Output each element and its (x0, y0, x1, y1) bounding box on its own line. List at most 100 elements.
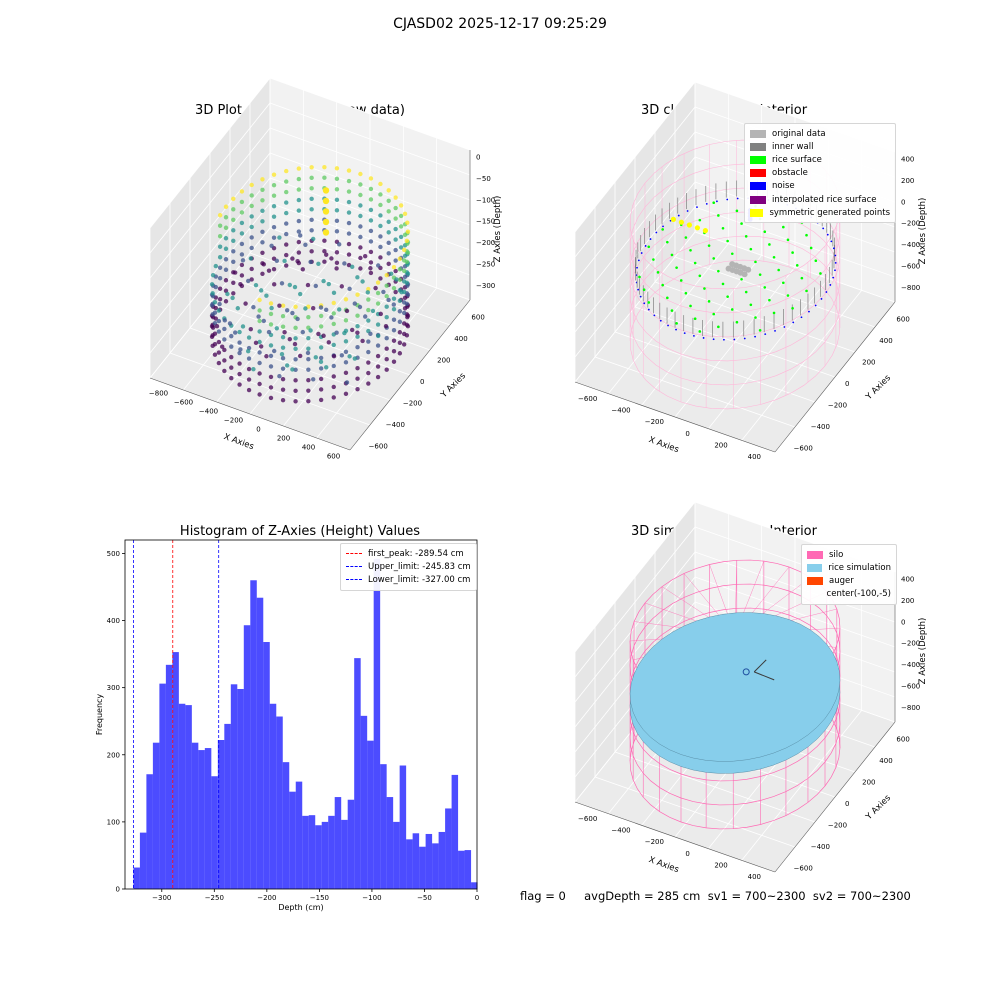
legend-line-swatch (346, 579, 362, 581)
raw-wall-point (398, 213, 404, 219)
raw-wall-point (246, 387, 252, 393)
classify-rice-point (684, 291, 688, 295)
raw-wall-point (268, 353, 274, 359)
raw-wall-point (284, 200, 289, 205)
legend-label: rice simulation (828, 562, 891, 573)
raw-wall-point (318, 376, 324, 382)
classify-rice-point (730, 252, 734, 256)
raw-wall-point (239, 241, 245, 247)
raw-wall-point (212, 331, 218, 336)
raw-surface-point (220, 344, 225, 349)
histogram-y-tick-label: 100 (107, 818, 120, 826)
raw-wall-point (368, 260, 374, 265)
classify-axis-line (574, 381, 776, 453)
sim-y-tick-label: 200 (862, 779, 875, 787)
raw-wall-point (216, 339, 222, 345)
classify-y-tick-label: −600 (794, 444, 813, 452)
classify-x-tick-label: −400 (611, 407, 630, 415)
histogram-bar (386, 797, 394, 889)
raw-wall-point (271, 203, 277, 209)
sim-x-tick-label: −400 (611, 827, 630, 835)
raw-gridline (149, 102, 271, 254)
sim-x-label: X Axies (647, 855, 680, 875)
classify-noise-point (659, 319, 662, 322)
raw-surface-point (282, 330, 287, 335)
histogram-bar (230, 684, 238, 889)
raw-wall-point (280, 397, 286, 403)
classify-rice-point (782, 281, 785, 285)
raw-y-tick-label: −400 (386, 421, 405, 429)
sim-axis-line (774, 721, 896, 873)
raw-wall-point (257, 371, 262, 376)
raw-wall-point (237, 329, 242, 335)
classify-rice-point (800, 276, 804, 280)
histogram-bar (347, 799, 355, 889)
raw-surface-point (311, 236, 316, 242)
raw-wall-point (384, 357, 389, 362)
raw-wall-point (309, 175, 314, 181)
classify-y-tick-label: 0 (845, 380, 849, 388)
classify-noise-point (677, 214, 680, 217)
raw-surface-point (337, 242, 342, 247)
raw-wall-point (318, 355, 324, 361)
classify-rice-point (754, 316, 757, 319)
legend-swatch (750, 182, 766, 191)
raw-wall-point (391, 286, 397, 291)
classify-rice-point (735, 209, 739, 213)
raw-wall-point (222, 337, 227, 342)
raw-wall-point (334, 250, 340, 255)
sim-z-tick-label: 200 (901, 597, 914, 605)
raw-wall-point (358, 234, 363, 240)
raw-surface-point (279, 352, 285, 357)
raw-wall-point (284, 252, 289, 258)
raw-surface-point (269, 305, 274, 311)
sim-y-label: Y Axies (863, 793, 893, 823)
legend-swatch (750, 169, 766, 178)
classify-rice-point (768, 298, 771, 302)
raw-y-tick-label: 600 (471, 314, 484, 322)
raw-wall-point (217, 276, 223, 281)
histogram-plot: −300 −250 −200 −150 −100 −50 0 0 100 200 300 400 500… (95, 539, 479, 912)
classify-noise-point (705, 202, 708, 205)
raw-wall-point (268, 395, 274, 401)
sim-axis-line (574, 801, 776, 873)
raw-surface-point (391, 302, 396, 307)
classify-rice-point (740, 277, 743, 281)
raw-wall-point (358, 255, 363, 261)
classify-rice-point (703, 287, 706, 290)
classify-x-tick-label: 200 (714, 442, 727, 450)
raw-wall-point (355, 292, 360, 297)
raw-wall-point (249, 214, 254, 219)
raw-surface-point (337, 307, 342, 312)
raw-wall-point (268, 364, 274, 369)
classify-rice-point (777, 268, 780, 272)
raw-wall-point (268, 343, 274, 348)
raw-surface-point (238, 347, 243, 352)
raw-surface-point (363, 314, 368, 319)
sim-x-tick-label: −200 (645, 838, 664, 846)
classify-noise-point (800, 316, 803, 319)
sim-y-tick-label: 600 (896, 736, 909, 744)
raw-surface-point (277, 235, 282, 240)
classify-rice-point (656, 271, 660, 274)
raw-wall-point (398, 224, 404, 229)
raw-wall-point (216, 360, 222, 366)
raw-wall-point (239, 210, 245, 215)
raw-wall-point (217, 265, 223, 270)
raw-wall-point (331, 342, 336, 348)
raw-gridline (149, 77, 271, 229)
raw-wall-point (217, 297, 223, 302)
classify-noise-point (662, 225, 664, 228)
histogram-bar (191, 742, 199, 889)
raw-surface-point (389, 271, 394, 276)
raw-wall-point (375, 374, 381, 380)
classify-noise-point (640, 252, 643, 254)
raw-surface-point (347, 286, 352, 292)
raw-surface-point (285, 363, 290, 368)
raw-wall-point (229, 365, 234, 370)
sim-x-tick-label: −600 (578, 815, 597, 823)
raw-surface-point (350, 327, 355, 333)
raw-surface-point (243, 301, 248, 306)
raw-wall-point (355, 323, 360, 329)
raw-surface-point (305, 282, 311, 288)
